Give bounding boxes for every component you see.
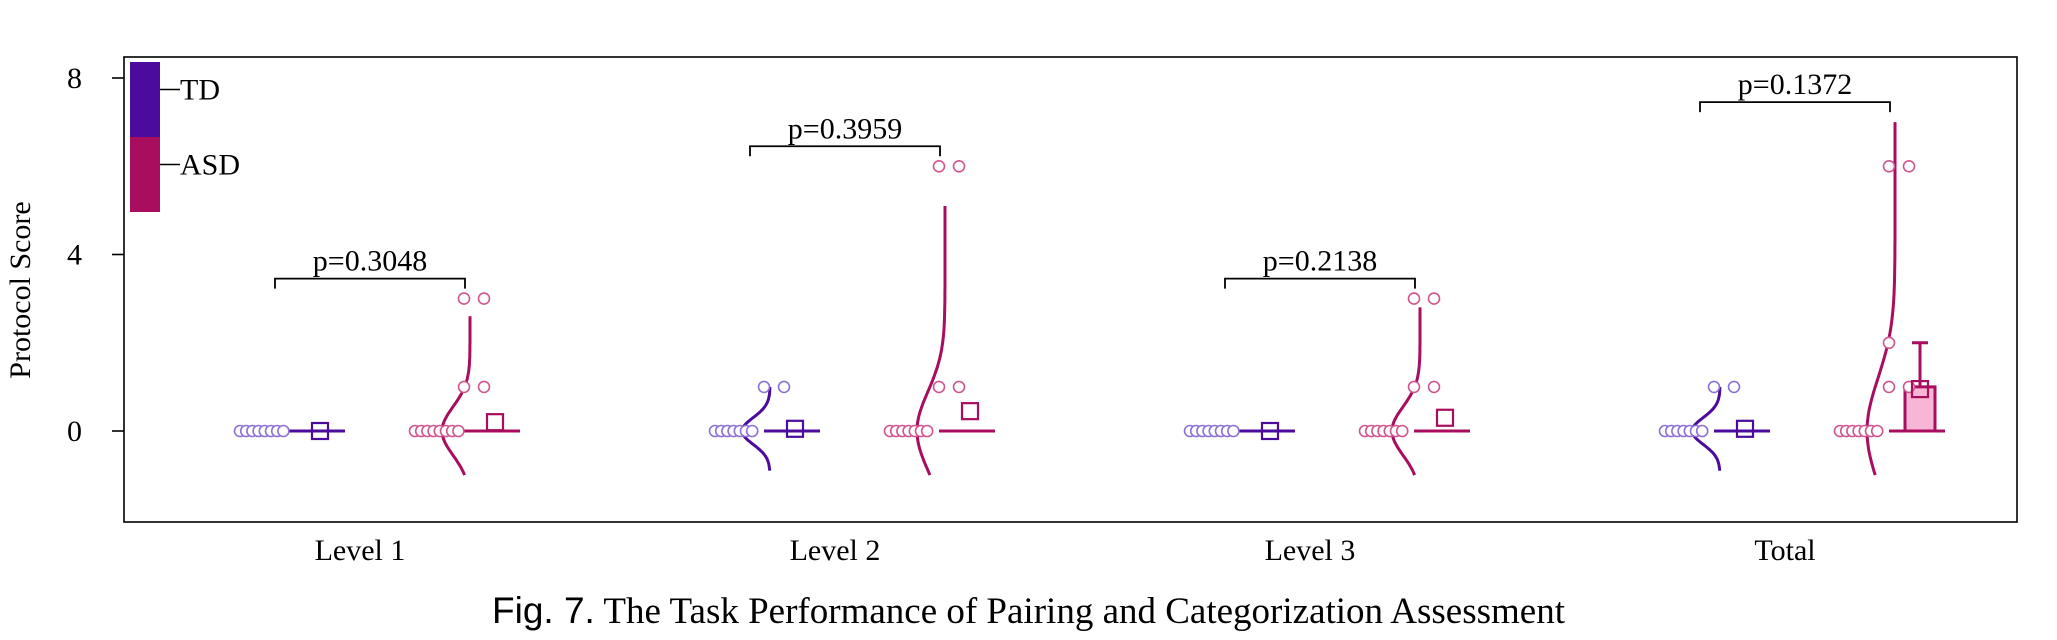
asd-data-point bbox=[1902, 160, 1916, 173]
legend-swatch-asd bbox=[130, 137, 160, 212]
td-data-point bbox=[277, 424, 290, 438]
asd-data-point bbox=[1407, 292, 1421, 305]
chart-figure: 0 4 8 Protocol Score Level 1 Level 2 Level 3… bbox=[4, 56, 2018, 567]
p-value-label: p=0.1372 bbox=[1738, 68, 1852, 101]
asd-group bbox=[1358, 292, 1470, 476]
y-axis: 0 4 8 bbox=[67, 62, 124, 448]
asd-group bbox=[883, 160, 995, 476]
td-data-point bbox=[777, 380, 791, 394]
legend: TD ASD bbox=[130, 62, 240, 212]
asd-mean-marker bbox=[1435, 408, 1455, 427]
asd-box bbox=[1903, 385, 1937, 433]
p-value-label: p=0.2138 bbox=[1263, 245, 1377, 278]
significance-bracket: p=0.1372 bbox=[1699, 68, 1891, 113]
bracket-line bbox=[749, 145, 941, 157]
x-category-label: Total bbox=[1754, 534, 1815, 567]
caption-label: Fig. 7. bbox=[492, 590, 595, 631]
td-group bbox=[233, 421, 345, 441]
asd-data-point bbox=[1870, 424, 1884, 438]
asd-mean-marker bbox=[960, 402, 980, 421]
y-tick-label: 8 bbox=[67, 62, 82, 95]
td-mean-marker bbox=[1735, 419, 1755, 438]
td-data-point bbox=[1727, 380, 1741, 394]
asd-data-point bbox=[1882, 336, 1896, 350]
bracket-line bbox=[274, 277, 466, 289]
x-axis: Level 1 Level 2 Level 3 Total bbox=[315, 534, 1816, 567]
asd-data-point bbox=[477, 292, 491, 305]
plot-frame bbox=[123, 56, 2018, 523]
p-value-label: p=0.3959 bbox=[788, 112, 902, 145]
asd-density-curve bbox=[1865, 122, 1897, 476]
asd-data-point bbox=[1427, 380, 1441, 394]
td-data-point bbox=[1695, 424, 1709, 438]
significance-bracket: p=0.3959 bbox=[749, 112, 941, 157]
legend-label-asd: ASD bbox=[180, 149, 240, 182]
asd-group bbox=[408, 292, 520, 476]
td-data-point bbox=[745, 424, 759, 438]
asd-data-point bbox=[1882, 380, 1896, 394]
bracket-line bbox=[1699, 101, 1891, 113]
asd-data-point bbox=[1407, 380, 1421, 394]
asd-mean-marker bbox=[1910, 379, 1930, 399]
td-group bbox=[1658, 380, 1770, 471]
plot-marks: p=0.3048 p=0.3959 p=0.2138 p=0.1372 bbox=[233, 68, 1945, 476]
figure-caption: Fig. 7. The Task Performance of Pairing … bbox=[0, 590, 2057, 633]
x-category-label: Level 2 bbox=[790, 534, 881, 567]
significance-bracket: p=0.3048 bbox=[274, 245, 466, 289]
asd-group bbox=[1833, 122, 1945, 476]
caption-text: The Task Performance of Pairing and Cate… bbox=[594, 591, 1565, 632]
y-axis-label: Protocol Score bbox=[4, 201, 37, 378]
asd-data-point bbox=[452, 424, 465, 438]
td-data-point bbox=[1227, 424, 1240, 438]
asd-data-point bbox=[1882, 160, 1896, 173]
bracket-line bbox=[1224, 277, 1416, 289]
p-value-label: p=0.3048 bbox=[313, 245, 427, 278]
asd-data-point bbox=[457, 380, 471, 394]
asd-data-point bbox=[932, 380, 946, 394]
y-tick-label: 0 bbox=[67, 415, 82, 448]
asd-data-point bbox=[477, 380, 491, 394]
asd-data-point bbox=[932, 160, 946, 173]
asd-data-point bbox=[952, 160, 966, 173]
asd-data-point bbox=[1427, 292, 1441, 305]
x-category-label: Level 3 bbox=[1265, 534, 1356, 567]
td-group bbox=[1183, 421, 1295, 441]
legend-swatch-td bbox=[130, 62, 160, 137]
asd-data-point bbox=[952, 380, 966, 394]
asd-density-curve bbox=[440, 316, 472, 476]
asd-mean-marker bbox=[485, 413, 505, 432]
td-mean-marker bbox=[310, 421, 330, 441]
td-group bbox=[708, 380, 820, 471]
asd-data-point bbox=[457, 292, 471, 305]
td-mean-marker bbox=[785, 419, 805, 438]
td-data-point bbox=[1707, 380, 1721, 394]
significance-bracket: p=0.2138 bbox=[1224, 245, 1416, 289]
legend-label-td: TD bbox=[180, 74, 220, 107]
asd-data-point bbox=[1395, 424, 1409, 438]
asd-data-point bbox=[920, 424, 934, 438]
td-data-point bbox=[757, 380, 771, 394]
x-category-label: Level 1 bbox=[315, 534, 406, 567]
td-mean-marker bbox=[1260, 421, 1280, 441]
y-tick-label: 4 bbox=[67, 239, 82, 272]
